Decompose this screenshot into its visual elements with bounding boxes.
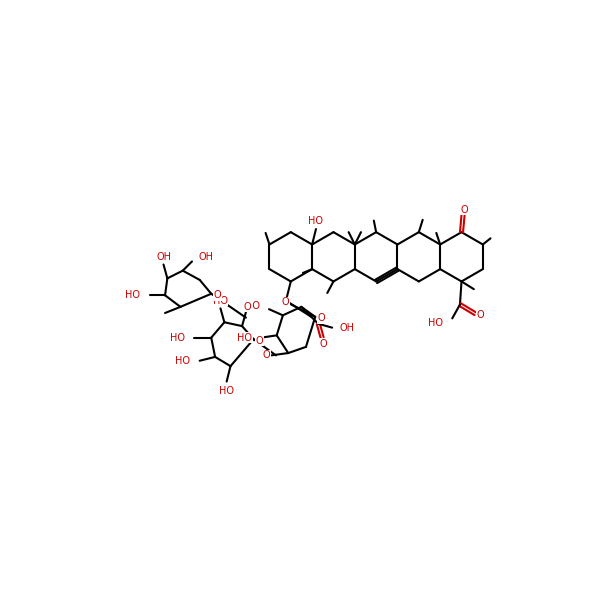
Text: HO: HO — [175, 356, 190, 366]
Text: OH: OH — [156, 252, 171, 262]
Text: HO: HO — [219, 386, 234, 396]
Text: HO: HO — [428, 318, 443, 328]
Text: HO: HO — [237, 332, 252, 343]
Text: O: O — [281, 297, 289, 307]
Text: HO: HO — [308, 217, 323, 226]
Text: O: O — [317, 313, 325, 323]
Text: HO: HO — [213, 296, 228, 305]
Text: O: O — [214, 290, 221, 300]
Text: O: O — [476, 310, 484, 320]
Text: HO: HO — [245, 301, 260, 311]
Text: O: O — [320, 339, 328, 349]
Text: HO: HO — [170, 332, 185, 343]
Text: HO: HO — [125, 290, 140, 300]
Text: O: O — [256, 336, 263, 346]
Text: O: O — [263, 350, 271, 361]
Text: O: O — [244, 302, 251, 312]
Text: OH: OH — [340, 323, 355, 332]
Text: O: O — [461, 205, 469, 215]
Text: OH: OH — [198, 252, 213, 262]
